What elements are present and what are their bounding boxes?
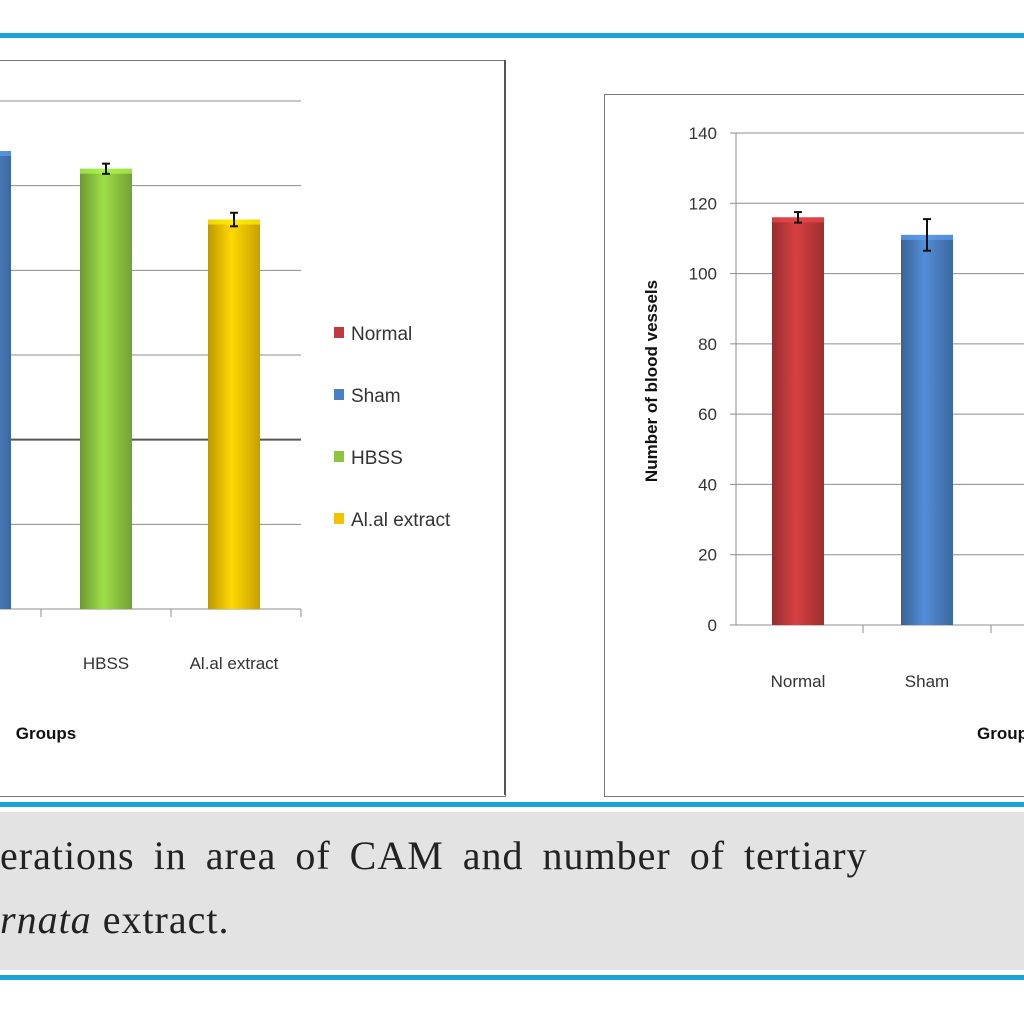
bar	[901, 234, 953, 625]
y-tick-label: 80	[698, 335, 717, 354]
y-tick-label: 60	[698, 405, 717, 424]
bar	[208, 219, 260, 610]
legend-label: HBSS	[351, 448, 403, 469]
panel-divider	[504, 60, 506, 795]
legend-swatch	[334, 327, 344, 338]
x-tick-label: Sham	[905, 672, 949, 691]
y-tick-label: 0	[708, 616, 717, 635]
x-axis-title: Groups	[977, 724, 1024, 743]
y-tick-label: 140	[689, 124, 717, 143]
x-tick-label: HBSS	[83, 654, 129, 673]
bar-cap	[0, 151, 11, 156]
x-tick-label: Al.al extract	[190, 654, 279, 673]
top-rule	[0, 33, 1024, 38]
legend-label: Sham	[351, 386, 401, 407]
bar	[0, 151, 11, 609]
caption-top-rule	[0, 802, 1024, 807]
y-tick-label: 40	[698, 475, 717, 494]
legend-swatch	[334, 451, 344, 462]
y-tick-label: 20	[698, 546, 717, 565]
bottom-rule	[0, 975, 1024, 980]
y-axis-title: Number of blood vessels	[642, 280, 661, 482]
caption-line-1: erations in area of CAM and number of te…	[0, 833, 868, 878]
y-tick-label: 120	[689, 194, 717, 213]
caption-line-2-rest: extract.	[91, 897, 230, 942]
caption-species-name: rnata	[0, 897, 92, 942]
x-tick-label: Normal	[771, 672, 826, 691]
right-chart-panel: 0 20 40 60 80 100 120 140 Normal Sham Number of bl…	[604, 94, 1024, 797]
legend-label: Al.al extract	[351, 510, 451, 531]
caption-box	[0, 812, 1024, 970]
bar	[80, 168, 132, 609]
legend-swatch	[334, 513, 344, 524]
blood-vessel-chart: 0 20 40 60 80 100 120 140 Normal Sham Number of bl…	[642, 124, 1024, 743]
y-tick-label: 100	[689, 265, 717, 284]
x-axis-title: Groups	[16, 724, 76, 743]
bar	[772, 217, 824, 625]
caption-line-2: rnata extract.	[0, 896, 230, 943]
legend-swatch	[334, 389, 344, 400]
legend-label: Normal	[351, 324, 412, 345]
